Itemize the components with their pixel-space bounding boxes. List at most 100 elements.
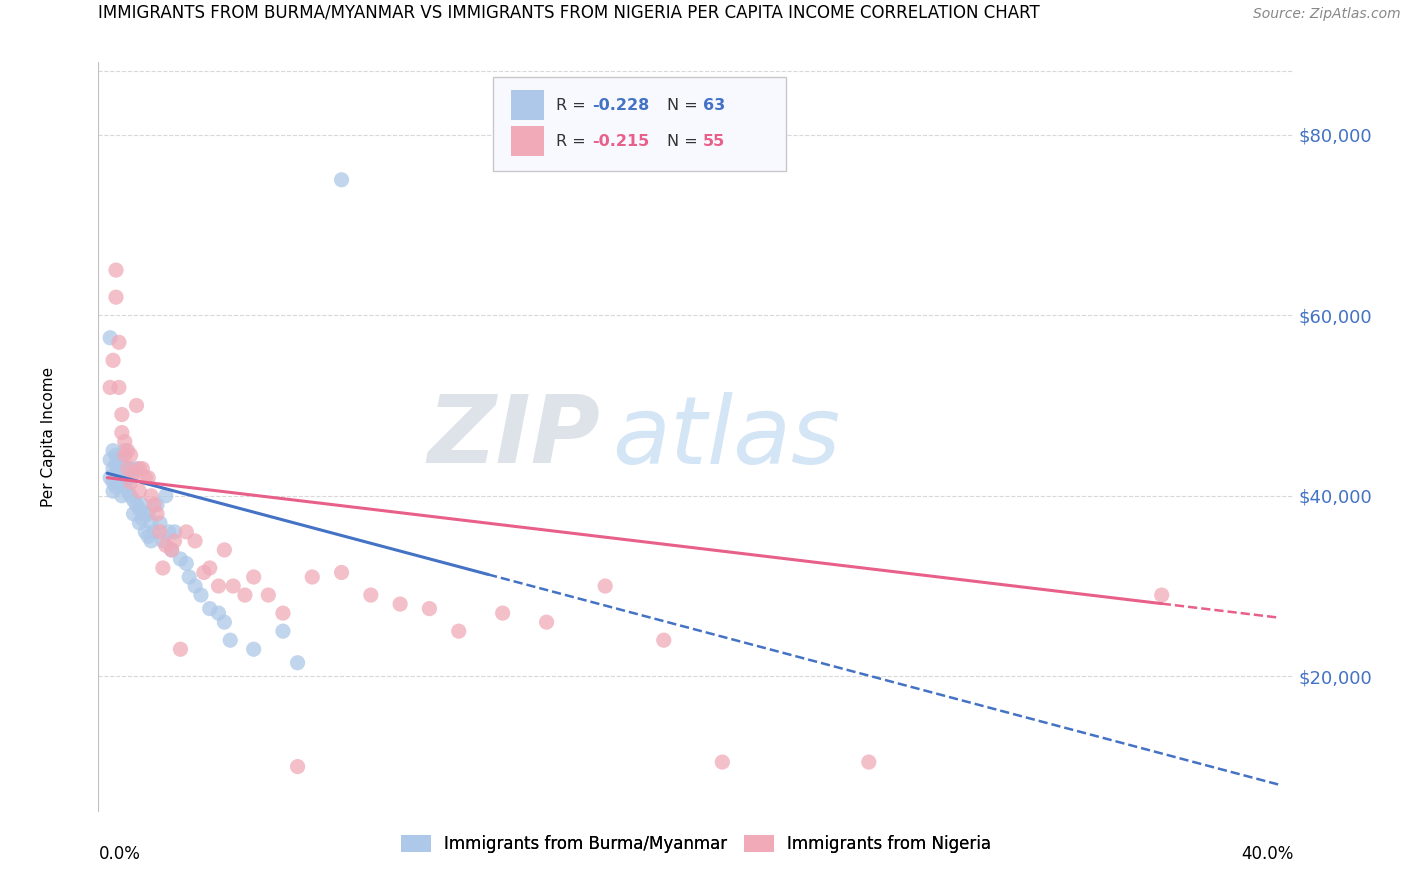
Point	[101, 443, 124, 458]
Point	[105, 290, 127, 304]
Point	[101, 461, 124, 475]
Point	[184, 579, 207, 593]
Point	[120, 489, 142, 503]
Point	[134, 507, 156, 521]
Point	[120, 448, 142, 462]
Point	[117, 471, 139, 485]
Point	[120, 461, 142, 475]
Point	[155, 489, 177, 503]
Point	[131, 498, 153, 512]
Point	[207, 579, 229, 593]
Point	[117, 443, 139, 458]
Point	[492, 606, 515, 620]
Point	[169, 642, 191, 657]
Point	[174, 557, 197, 571]
Point	[117, 461, 139, 475]
Point	[111, 489, 134, 503]
Point	[111, 475, 134, 490]
Point	[198, 601, 221, 615]
Point	[105, 480, 127, 494]
Text: atlas: atlas	[613, 392, 841, 483]
Point	[111, 425, 134, 440]
Point	[242, 570, 264, 584]
Point	[214, 543, 236, 558]
Point	[184, 533, 207, 548]
Point	[141, 489, 163, 503]
Point	[108, 380, 131, 394]
Point	[271, 606, 294, 620]
Text: R =: R =	[557, 97, 591, 112]
Point	[190, 588, 212, 602]
Point	[141, 533, 163, 548]
Point	[287, 656, 309, 670]
Point	[120, 475, 142, 490]
Text: N =: N =	[668, 97, 703, 112]
Point	[198, 561, 221, 575]
Point	[160, 543, 183, 558]
Point	[128, 516, 150, 530]
Point	[179, 570, 201, 584]
Point	[652, 633, 675, 648]
Point	[122, 466, 145, 480]
Point	[117, 461, 139, 475]
Point	[146, 498, 169, 512]
Point	[155, 538, 177, 552]
Point	[125, 399, 148, 413]
Point	[163, 524, 186, 539]
Point	[98, 471, 121, 485]
Point	[134, 524, 156, 539]
Point	[141, 516, 163, 530]
Point	[111, 461, 134, 475]
Point	[149, 524, 172, 539]
Point	[136, 529, 159, 543]
Point	[858, 755, 880, 769]
Point	[117, 484, 139, 499]
Point	[152, 561, 174, 575]
Point	[108, 335, 131, 350]
Point	[114, 443, 136, 458]
Point	[101, 475, 124, 490]
Point	[98, 331, 121, 345]
Point	[134, 471, 156, 485]
Point	[152, 533, 174, 548]
Point	[301, 570, 323, 584]
Point	[128, 461, 150, 475]
Point	[193, 566, 215, 580]
Point	[447, 624, 470, 639]
Text: ZIP: ZIP	[427, 391, 600, 483]
Point	[101, 484, 124, 499]
Point	[111, 408, 134, 422]
Point	[111, 457, 134, 471]
Text: 55: 55	[703, 134, 725, 149]
Point	[125, 461, 148, 475]
Point	[389, 597, 412, 611]
Point	[169, 552, 191, 566]
Point	[157, 524, 180, 539]
Point	[105, 457, 127, 471]
Point	[108, 471, 131, 485]
Point	[101, 353, 124, 368]
Legend: Immigrants from Burma/Myanmar, Immigrants from Nigeria: Immigrants from Burma/Myanmar, Immigrant…	[394, 828, 998, 860]
Point	[125, 498, 148, 512]
Point	[136, 471, 159, 485]
Point	[122, 493, 145, 508]
Point	[1150, 588, 1173, 602]
Point	[128, 502, 150, 516]
Point	[105, 263, 127, 277]
Point	[146, 507, 169, 521]
Point	[143, 498, 166, 512]
Point	[128, 484, 150, 499]
Point	[219, 633, 242, 648]
Point	[711, 755, 734, 769]
Point	[207, 606, 229, 620]
Point	[418, 601, 440, 615]
Point	[136, 507, 159, 521]
Text: 0.0%: 0.0%	[98, 846, 141, 863]
Point	[98, 380, 121, 394]
Point	[143, 524, 166, 539]
Point	[287, 759, 309, 773]
Point	[271, 624, 294, 639]
Point	[108, 475, 131, 490]
Text: 63: 63	[703, 97, 725, 112]
Point	[149, 516, 172, 530]
